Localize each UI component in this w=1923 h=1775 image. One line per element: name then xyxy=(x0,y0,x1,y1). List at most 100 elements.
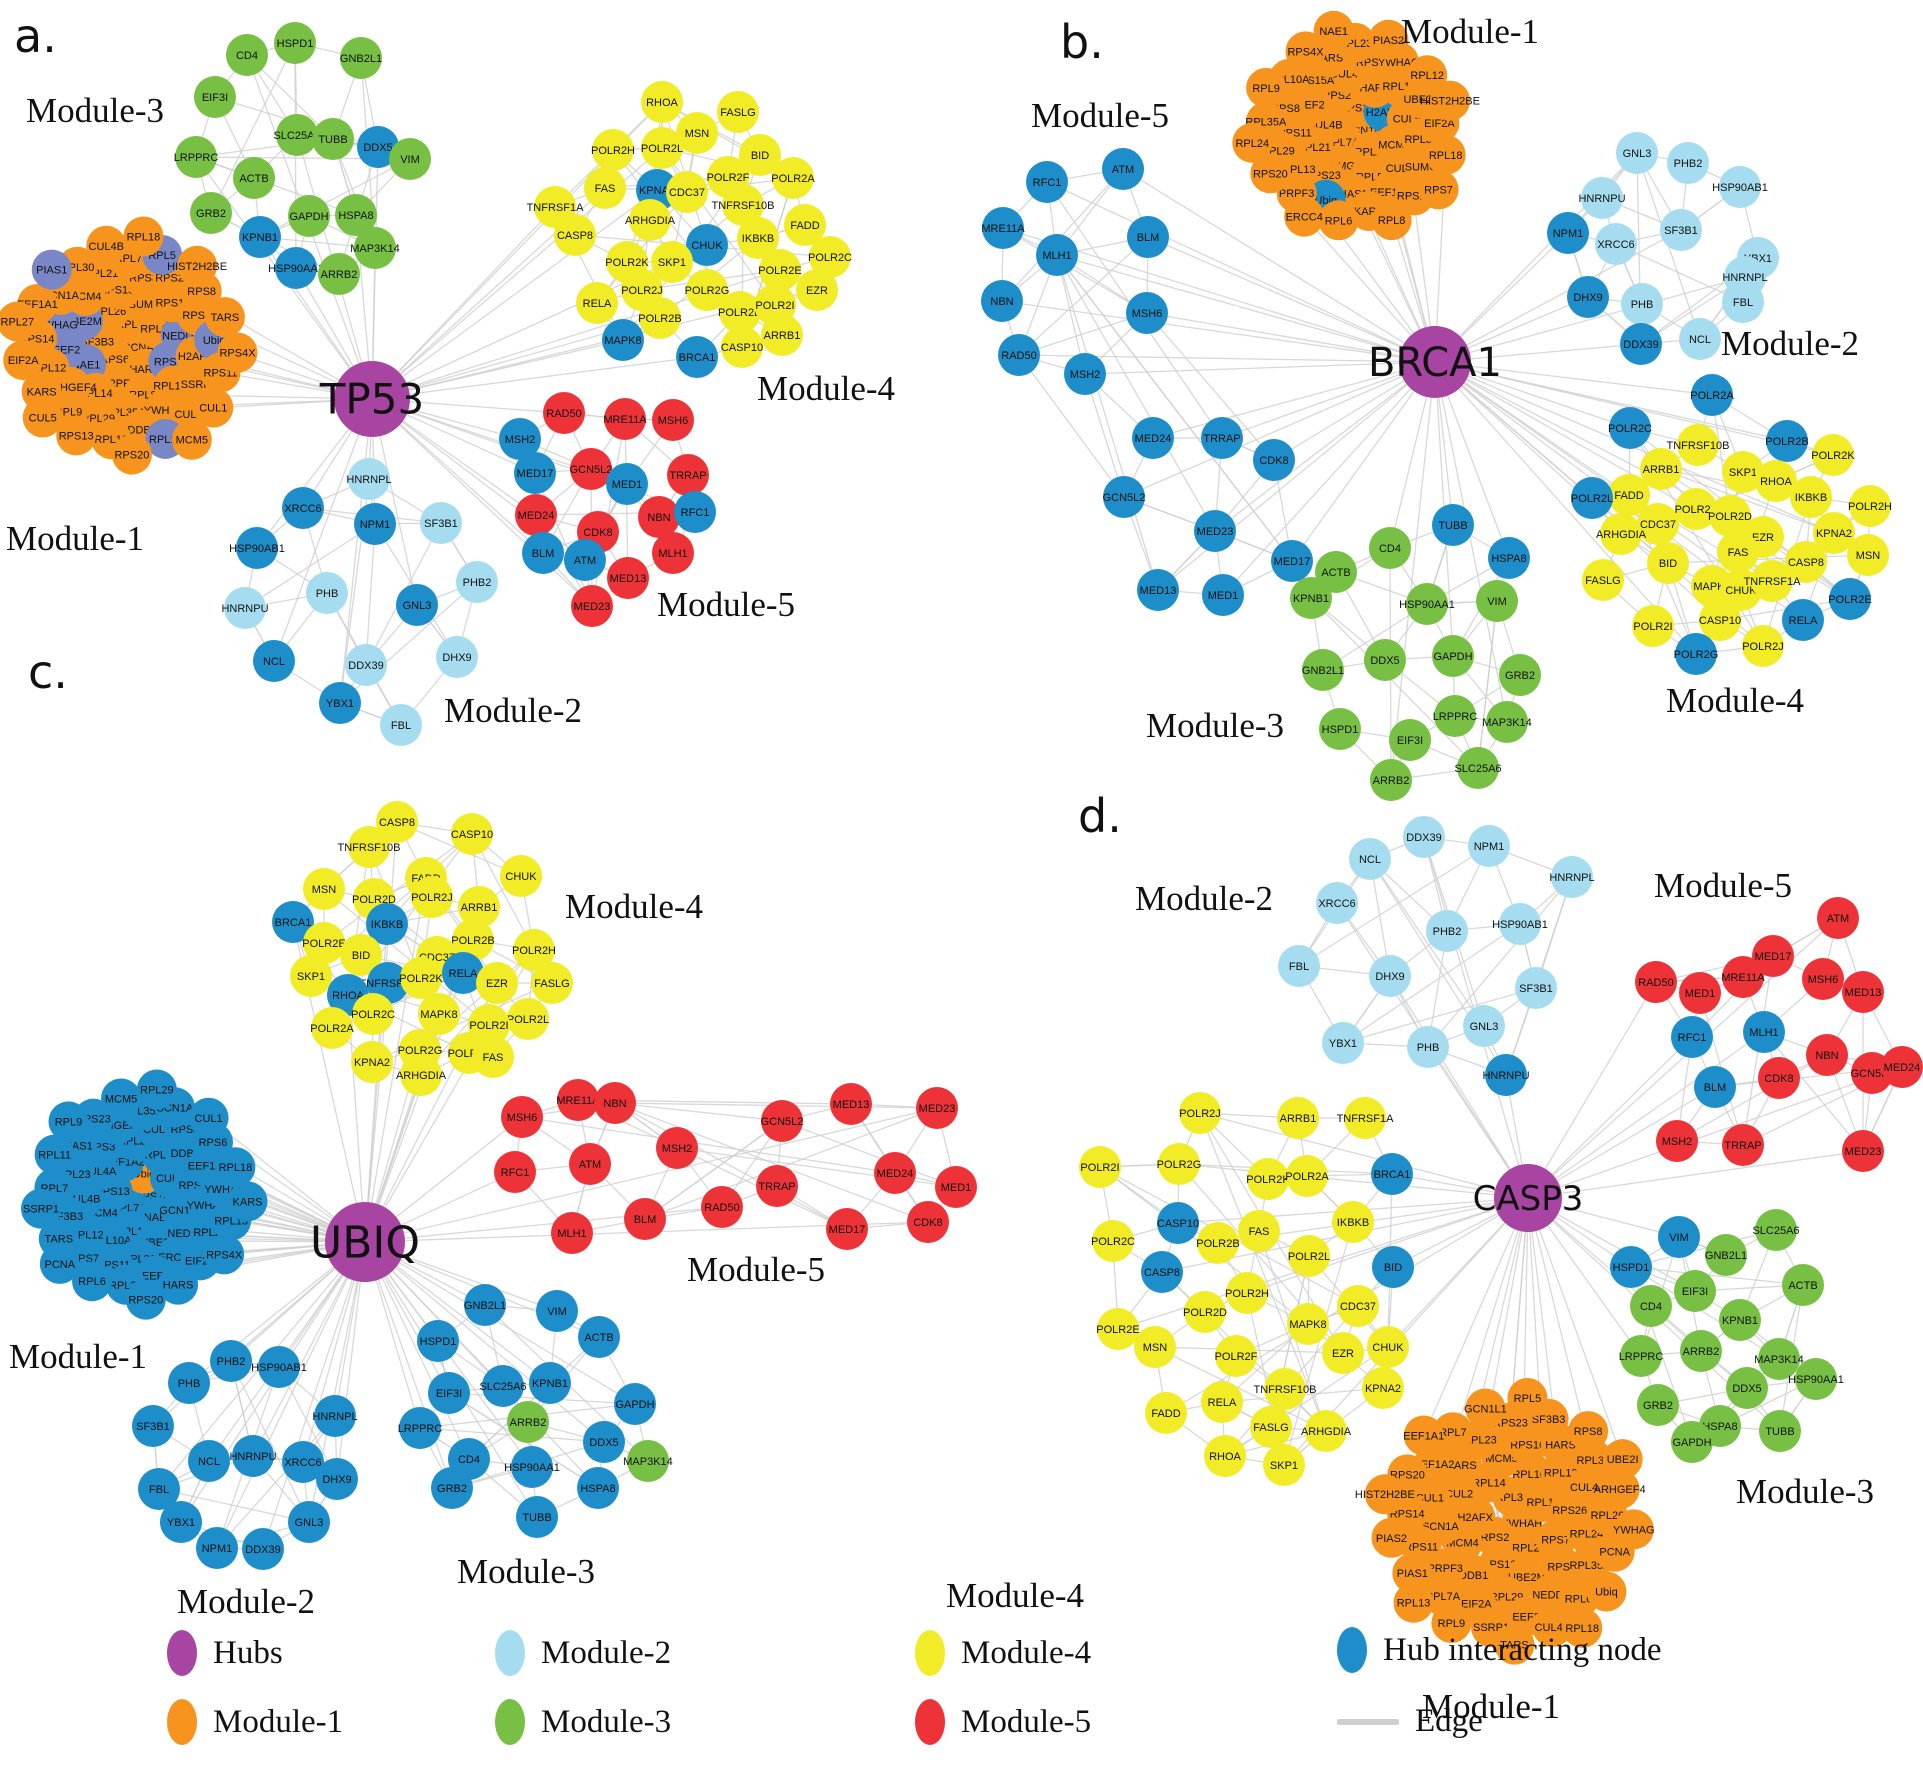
node-gcn5l2 xyxy=(761,1100,803,1142)
node-cdc37 xyxy=(1337,1285,1379,1327)
node-label-hnrnpl: HNRNPL xyxy=(312,1411,357,1423)
node-polr2d xyxy=(719,291,761,333)
node-label-polr2j: POLR2J xyxy=(1179,1108,1221,1120)
node-arrb2 xyxy=(507,1401,549,1443)
module-label-b-module-3: Module-3 xyxy=(1146,706,1284,745)
hub-tp53 xyxy=(334,361,410,437)
node-med23 xyxy=(1194,510,1236,552)
node-label-msh6: MSH6 xyxy=(1808,974,1839,986)
node-label-cdc37: CDC37 xyxy=(1640,519,1676,531)
module-label-a-module-3: Module-3 xyxy=(26,91,164,130)
node-fas xyxy=(472,1036,514,1078)
module-label-b-module-4: Module-4 xyxy=(1666,681,1804,720)
node-label-polr2b: POLR2B xyxy=(1765,436,1808,448)
node-polr2d xyxy=(1184,1291,1226,1333)
node-skp1 xyxy=(1263,1444,1305,1486)
node-label-rps23: RPS23 xyxy=(1493,1417,1528,1429)
node-label-arhgdia: ARHGDIA xyxy=(1596,529,1647,541)
node-label-rps20: RPS20 xyxy=(114,450,149,462)
node-label-fas: FAS xyxy=(483,1052,504,1064)
node-label-hspd1: HSPD1 xyxy=(1613,1262,1650,1274)
node-label-ywhag: YWHAG xyxy=(1378,57,1420,69)
node-label-mlh1: MLH1 xyxy=(557,1228,586,1240)
node-sf3b1 xyxy=(1515,967,1557,1009)
node-kpna2 xyxy=(1813,512,1855,554)
node-label-polr2e: POLR2E xyxy=(758,265,801,277)
node-label-rad50: RAD50 xyxy=(1638,977,1673,989)
node-label-gcn5l2: GCN5L2 xyxy=(1103,492,1146,504)
node-label-gnl3: GNL3 xyxy=(1470,1021,1499,1033)
node-rpl8 xyxy=(1371,200,1412,241)
node-gnl3 xyxy=(1463,1005,1505,1047)
node-label-rpl13: RPL13 xyxy=(1282,164,1316,176)
node-label-rps3: RPS3 xyxy=(1547,1562,1576,1574)
node-polr2h xyxy=(1849,485,1891,527)
node-label-rpl9: RPL9 xyxy=(55,1116,83,1128)
node-xrcc6 xyxy=(1595,223,1637,265)
node-rps13 xyxy=(56,415,97,456)
node-rfc1 xyxy=(674,491,716,533)
node-xrcc6 xyxy=(282,1441,324,1483)
node-msh2 xyxy=(499,418,541,460)
node-hspd1 xyxy=(1319,708,1361,750)
node-arrb1 xyxy=(1640,448,1682,490)
node-med24 xyxy=(1881,1046,1923,1088)
node-label-hsp90aa1: HSP90AA1 xyxy=(1788,1374,1844,1386)
node-label-kpna2: KPNA2 xyxy=(1365,1383,1401,1395)
node-ybx1 xyxy=(319,682,361,724)
node-ikbkb xyxy=(737,217,779,259)
module-label-c-module-5: Module-5 xyxy=(687,1250,825,1289)
node-label-gapdh: GAPDH xyxy=(615,1399,654,1411)
node-med17 xyxy=(514,452,556,494)
node-label-brca1: BRCA1 xyxy=(679,352,716,364)
node-label-bid: BID xyxy=(1659,558,1677,570)
node-med1 xyxy=(606,463,648,505)
node-label-polr2a: POLR2A xyxy=(1690,390,1734,402)
node-rhoa xyxy=(1755,460,1797,502)
node-polr2i xyxy=(1632,605,1674,647)
node-rpl18 xyxy=(215,1147,256,1188)
node-label-gnb2l1: GNB2L1 xyxy=(464,1300,506,1312)
node-label-ikbkb: IKBKB xyxy=(371,919,403,931)
node-label-hnrnpl: HNRNPL xyxy=(1722,272,1767,284)
node-label-med1: MED1 xyxy=(1685,988,1716,1000)
node-hspa8 xyxy=(335,194,377,236)
node-label-rpl7a: RPL7A xyxy=(1425,1591,1461,1603)
node-label-polr2k: POLR2K xyxy=(605,257,649,269)
node-ubiq xyxy=(1586,1571,1627,1612)
node-label-msh2: MSH2 xyxy=(505,434,536,446)
module-label-b-module-2: Module-2 xyxy=(1721,324,1859,363)
node-ncl xyxy=(1349,838,1391,880)
node-fadd xyxy=(1145,1392,1187,1434)
node-faslg xyxy=(531,962,573,1004)
node-label-mcm5: MCM5 xyxy=(105,1093,137,1105)
node-label-rela: RELA xyxy=(1208,1397,1237,1409)
node-label-rela: RELA xyxy=(1789,615,1818,627)
node-label-slc25a6: SLC25A6 xyxy=(1454,763,1501,775)
node-hspd1 xyxy=(417,1320,459,1362)
node-label-casp8: CASP8 xyxy=(1144,1267,1180,1279)
node-polr2c xyxy=(1092,1220,1134,1262)
node-label-rpl6: RPL6 xyxy=(78,1276,106,1288)
node-label-chuk: CHUK xyxy=(1725,585,1757,597)
node-msh2 xyxy=(1656,1120,1698,1162)
node-msh6 xyxy=(1126,292,1168,334)
node-vim xyxy=(1658,1216,1700,1258)
panel-a-nodes: PCNARPS6RPL6HARSSF3B3RPL23PRPF3RPL26RPS7… xyxy=(0,22,852,746)
node-phb2 xyxy=(210,1340,252,1382)
node-label-ybx1: YBX1 xyxy=(326,698,354,710)
node-rad50 xyxy=(998,334,1040,376)
node-label-map3k14: MAP3K14 xyxy=(350,243,400,255)
node-msh6 xyxy=(652,399,694,441)
node-brca1 xyxy=(1371,1153,1413,1195)
node-cdk8 xyxy=(1758,1057,1800,1099)
node-label-rps4x: RPS4X xyxy=(206,1249,243,1261)
node-cul1 xyxy=(193,387,234,428)
node-label-ywhag: YWHAG xyxy=(1613,1524,1655,1536)
node-mapk8 xyxy=(1287,1303,1329,1345)
node-pias1 xyxy=(31,249,72,290)
node-label-med17: MED17 xyxy=(1755,951,1792,963)
node-atm xyxy=(564,539,606,581)
node-gnl3 xyxy=(288,1501,330,1543)
